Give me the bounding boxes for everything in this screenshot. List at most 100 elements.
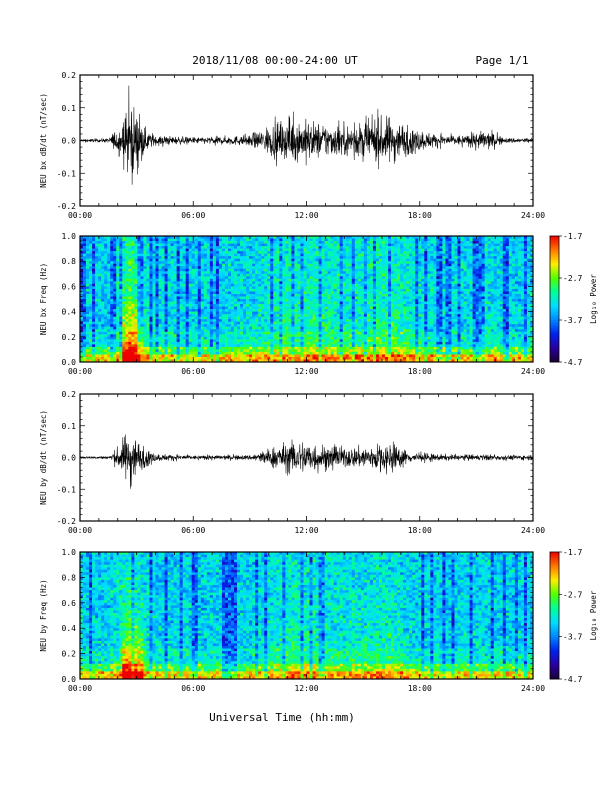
spectrogram-cell [95, 273, 99, 277]
spectrogram-cell [191, 283, 196, 287]
spectrogram-cell [125, 271, 129, 275]
spectrogram-cell [119, 331, 123, 335]
spectrogram-cell [188, 281, 193, 285]
spectrogram-cell [372, 311, 377, 315]
spectrogram-cell [203, 299, 208, 302]
spectrogram-cell [161, 299, 165, 302]
spectrogram-cell [197, 349, 202, 353]
spectrogram-cell [224, 334, 229, 338]
spectrogram-cell [191, 351, 196, 355]
spectrogram-cell [291, 349, 295, 353]
spectrogram-cell [161, 283, 165, 287]
spectrogram-cell [194, 293, 199, 297]
spectrogram-cell [270, 324, 274, 328]
spectrogram-cell [158, 276, 162, 280]
spectrogram-cell [131, 351, 135, 355]
spectrogram-cell [324, 243, 328, 247]
spectrogram-cell [327, 241, 332, 244]
spectrogram-cell [200, 278, 205, 282]
spectrogram-cell [345, 331, 350, 335]
spectrogram-cell [134, 304, 138, 307]
spectrogram-cell [234, 341, 238, 345]
spectrogram-cell [300, 359, 304, 363]
spectrogram-cell [188, 334, 193, 338]
spectrogram-cell [146, 268, 150, 272]
spectrogram-cell [297, 293, 301, 297]
spectrogram-cell [128, 306, 132, 310]
spectrogram-cell [176, 334, 181, 338]
spectrogram-cell [273, 331, 277, 335]
spectrogram-cell [336, 316, 341, 320]
spectrogram-cell [125, 344, 129, 348]
spectrogram-cell [188, 349, 193, 353]
spectrogram-cell [197, 276, 202, 280]
spectrogram-cell [243, 273, 247, 277]
spectrogram-cell [285, 319, 289, 323]
spectrogram-cell [300, 243, 304, 247]
spectrogram-cell [137, 263, 141, 267]
spectrogram-cell [152, 321, 156, 325]
spectrogram-cell [369, 314, 374, 317]
spectrogram-cell [206, 268, 211, 272]
spectrogram-cell [221, 286, 226, 290]
spectrogram-cell [137, 243, 141, 247]
spectrogram-cell [288, 309, 292, 312]
spectrogram-cell [137, 346, 141, 350]
spectrogram-cell [318, 314, 322, 317]
spectrogram-cell [339, 346, 344, 350]
spectrogram-cell [125, 261, 129, 265]
spectrogram-cell [134, 344, 138, 348]
spectrogram-cell [363, 268, 368, 272]
spectrogram-cell [264, 258, 268, 262]
spectrogram-cell [152, 241, 156, 244]
spectrogram-cell [264, 319, 268, 323]
spectrogram-cell [221, 339, 226, 343]
spectrogram-cell [179, 359, 184, 363]
spectrogram-cell [345, 263, 350, 267]
spectrogram-cell [104, 243, 108, 247]
spectrogram-cell [339, 293, 344, 297]
spectrogram-cell [137, 241, 141, 244]
spectrogram-cell [158, 273, 162, 277]
spectrogram-cell [300, 299, 304, 302]
spectrogram-cell [137, 309, 141, 312]
spectrogram-cell [297, 316, 301, 320]
spectrogram-cell [125, 346, 129, 350]
spectrogram-cell [327, 256, 332, 260]
spectrogram-cell [291, 311, 295, 315]
spectrogram-cell [273, 266, 277, 270]
spectrogram-cell [288, 334, 292, 338]
spectrogram-cell [306, 263, 310, 267]
spectrogram-cell [185, 341, 190, 345]
spectrogram-cell [276, 243, 280, 247]
spectrogram-cell [149, 271, 153, 275]
spectrogram-cell [224, 354, 229, 358]
spectrogram-cell [218, 334, 223, 338]
spectrogram-cell [110, 273, 114, 277]
spectrogram-cell [333, 319, 338, 323]
spectrogram-cell [339, 324, 344, 328]
spectrogram-cell [306, 246, 310, 249]
spectrogram-cell [363, 334, 368, 338]
spectrogram-cell [173, 304, 177, 307]
spectrogram-cell [146, 326, 150, 330]
spectrogram-cell [131, 326, 135, 330]
spectrogram-cell [197, 281, 202, 285]
spectrogram-cell [134, 293, 138, 297]
spectrogram-cell [209, 301, 214, 305]
spectrogram-cell [116, 356, 120, 360]
spectrogram-cell [312, 299, 316, 302]
spectrogram-cell [312, 261, 316, 265]
spectrogram-cell [215, 319, 220, 323]
spectrogram-cell [234, 324, 238, 328]
spectrogram-cell [327, 278, 332, 282]
spectrogram-cell [164, 334, 168, 338]
spectrogram-cell [122, 296, 126, 300]
spectrogram-cell [357, 359, 362, 363]
spectrogram-cell [104, 271, 108, 275]
spectrogram-cell [351, 331, 356, 335]
spectrogram-cell [212, 321, 217, 325]
spectrogram-cell [131, 286, 135, 290]
spectrogram-cell [255, 296, 259, 300]
spectrogram-cell [80, 354, 84, 358]
